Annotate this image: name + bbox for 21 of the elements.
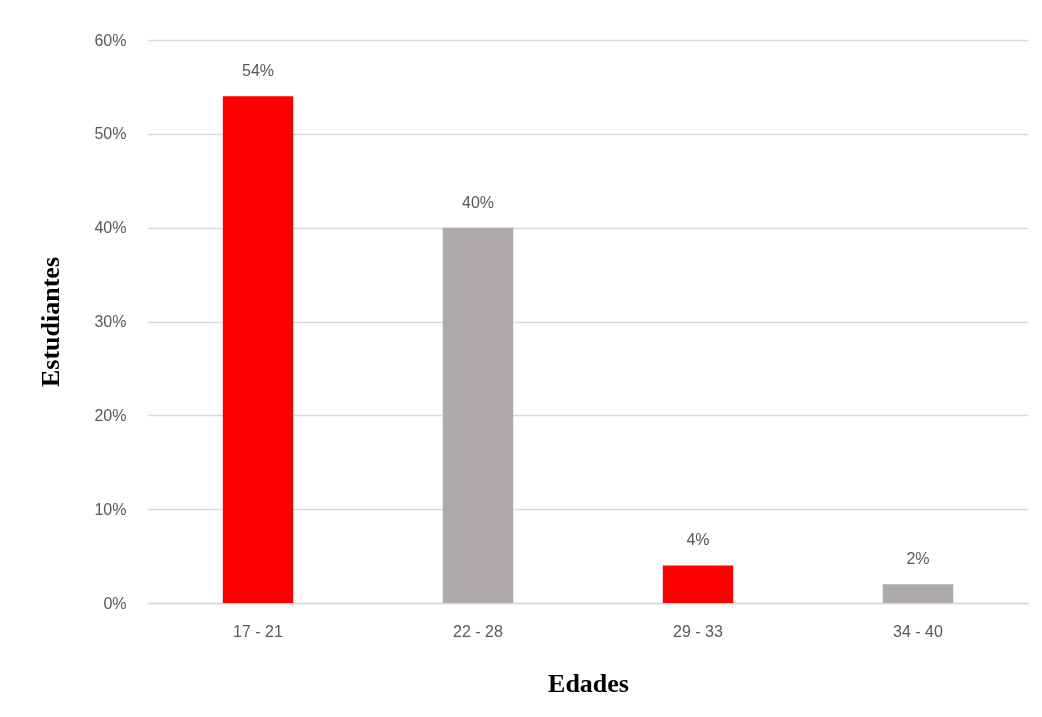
bar — [222, 96, 294, 603]
y-tick-label: 20% — [94, 406, 127, 424]
y-tick-label: 30% — [94, 313, 127, 330]
y-tick-label: 10% — [94, 500, 127, 518]
data-label: 54% — [241, 62, 275, 80]
data-label: 4% — [686, 531, 710, 549]
y-axis-title: Estudiantes — [35, 256, 65, 388]
x-tick-label: 22 - 28 — [453, 622, 504, 640]
data-label: 40% — [461, 193, 495, 211]
bar — [882, 584, 954, 603]
y-tick-label: 50% — [94, 125, 127, 143]
data-label: 2% — [906, 550, 930, 568]
x-tick-label: 29 - 33 — [673, 622, 724, 640]
y-tick-label: 60% — [94, 31, 127, 49]
y-tick-label: 0% — [103, 594, 127, 612]
x-axis-title: Edades — [548, 668, 629, 698]
x-tick-label: 34 - 40 — [893, 622, 944, 640]
y-tick-label: 40% — [94, 219, 127, 237]
bar — [442, 227, 514, 603]
bar — [662, 565, 734, 603]
x-tick-label: 17 - 21 — [233, 622, 284, 640]
